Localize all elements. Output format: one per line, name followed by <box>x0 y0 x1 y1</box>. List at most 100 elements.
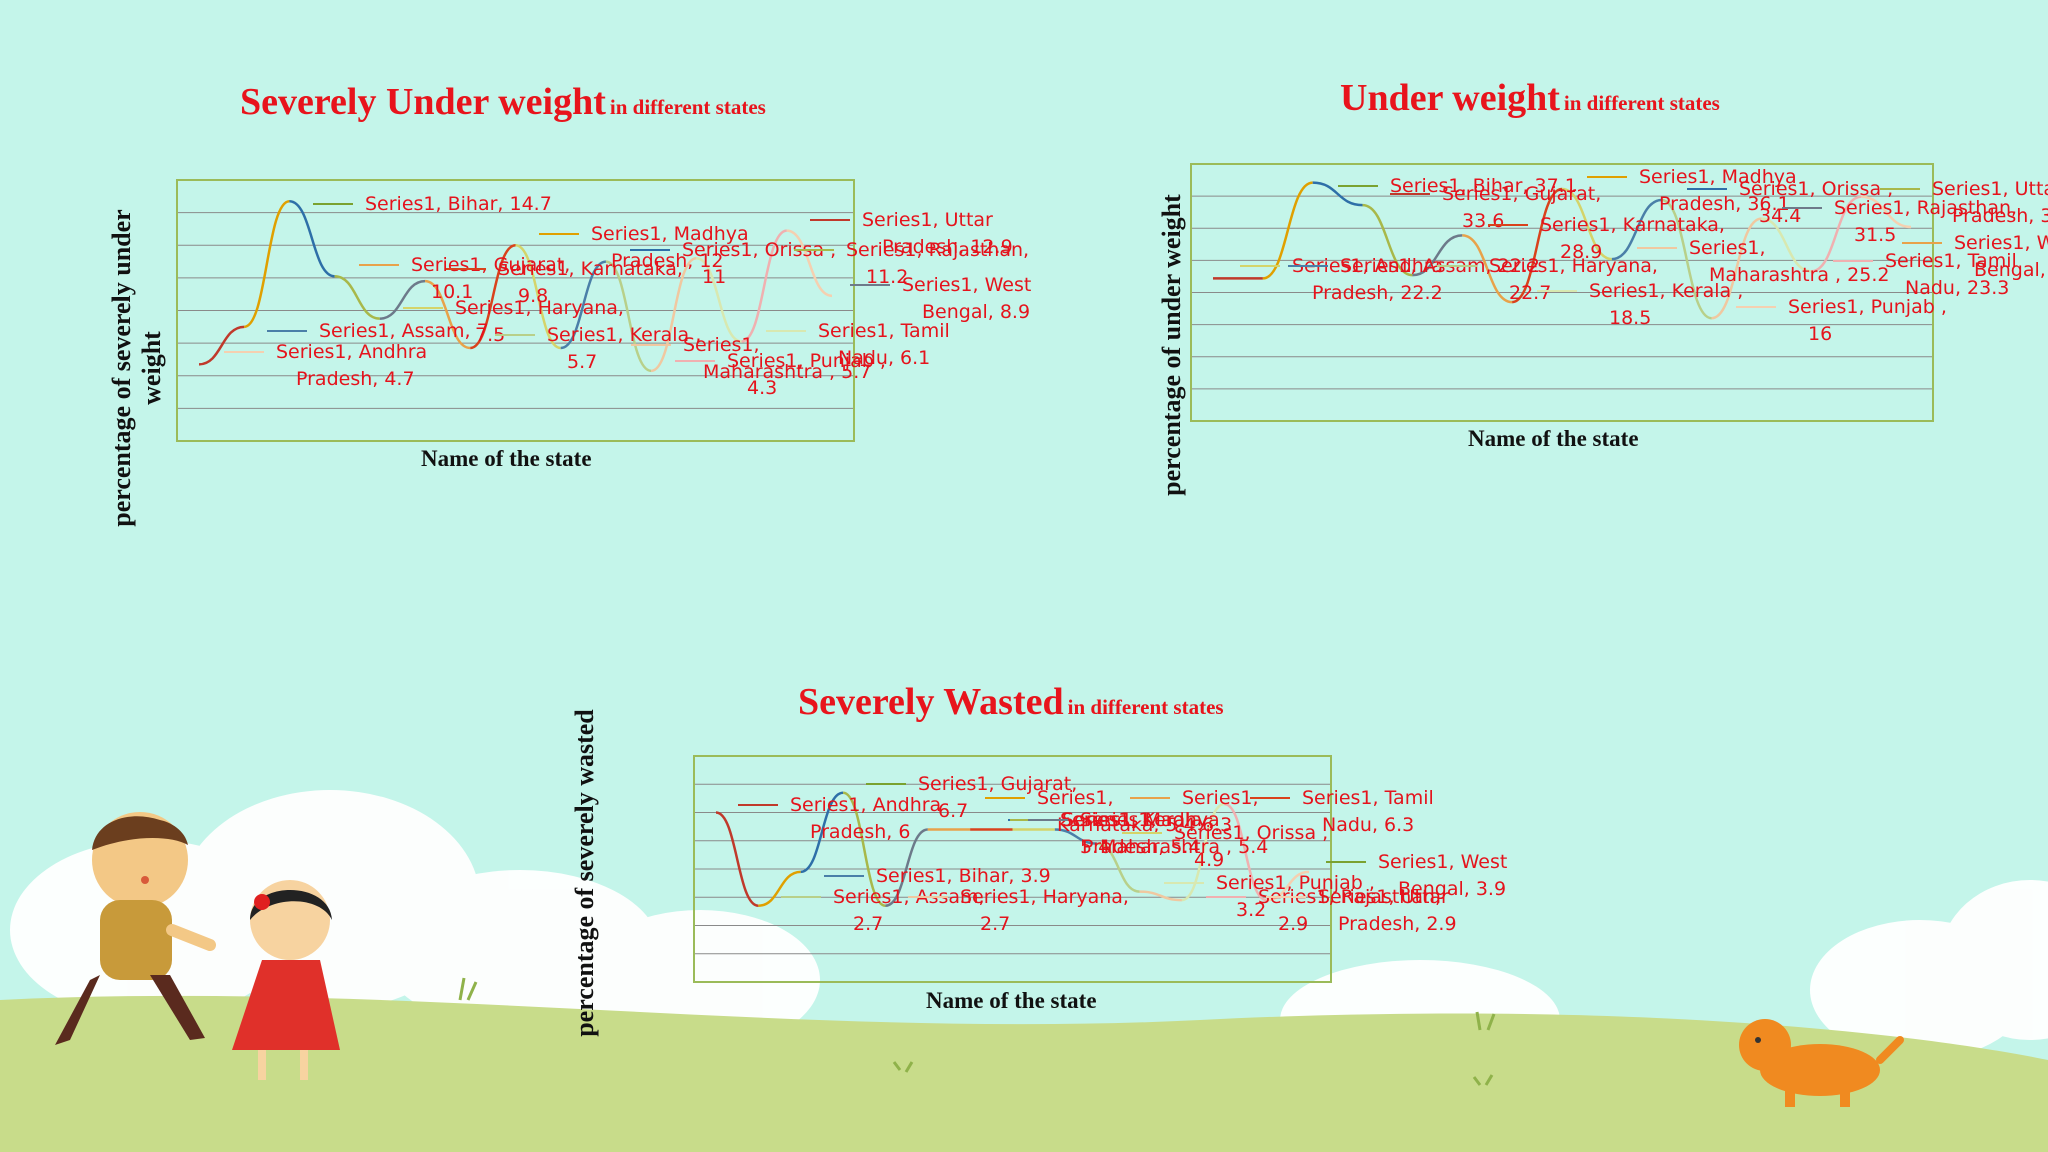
chart2-data-label-line: Bengal, 30.2 <box>1974 259 2048 281</box>
chart1-data-label-line: Nadu, 6.1 <box>838 347 930 369</box>
chart2-data-label-line: Series1, Bihar, 37.1 <box>1390 175 1577 197</box>
chart1-series-segment <box>289 199 335 278</box>
chart3-series-segment <box>1223 802 1268 902</box>
chart2-data-label-line: Series1, <box>1689 237 1766 259</box>
chart1-data-label-line: Series1, Haryana, <box>455 297 624 319</box>
chart2-data-label-line: Series1, Kerala , <box>1589 280 1743 302</box>
chart2-data-label: Series1, Punjab , 16 <box>1788 296 1947 345</box>
chart1-data-label-line: Series1, Karnataka, <box>498 258 683 280</box>
chart2-data-label-line: Pradesh, 34.9 <box>1952 205 2048 227</box>
chart2-data-label-line: 22.7 <box>1509 282 1551 304</box>
chart3-data-label-line: 2.9 <box>1278 913 1308 935</box>
chart1-series-segment <box>379 279 426 320</box>
chart2-series-segment <box>1661 198 1712 320</box>
chart3-data-label: Series1, West Bengal, 3.9 <box>1378 851 1507 900</box>
chart1-data-label-line: Pradesh, 4.7 <box>296 368 415 390</box>
chart1-title: Severely Under weight in different state… <box>240 80 766 124</box>
chart1-data-label: Series1, Uttar Pradesh, 12.9 <box>862 209 1013 258</box>
chart1-data-label: Series1, Andhra Pradesh, 4.7 <box>276 341 427 390</box>
chart1-x-axis-label: Name of the state <box>421 446 592 471</box>
chart2-data-label-line: Nadu, 23.3 <box>1905 277 2009 299</box>
chart1-data-label-line: Series1, Andhra <box>276 341 427 363</box>
chart2-data-label: Series1, Andhra Pradesh, 22.2 <box>1292 255 1443 304</box>
chart1-data-label: Series1, Punjab , 4.3 <box>727 350 886 399</box>
chart3-data-label-line: Series1, Tamil <box>1302 787 1434 809</box>
chart1-data-label-line: Pradesh, 12 <box>611 250 724 272</box>
chart1-data-label-line: Series1, Punjab , <box>727 350 886 372</box>
chart1-data-label: Series1, Tamil Nadu, 6.1 <box>818 320 950 369</box>
chart3-series-segment <box>758 870 801 907</box>
chart3-x-axis-label: Name of the state <box>926 988 1097 1013</box>
chart2-data-label: Series1, Karnataka, 28.9 <box>1540 214 1725 263</box>
chart1-data-label-line: Series1, West <box>902 274 1031 296</box>
chart1-title-main: Severely Under weight <box>240 81 606 123</box>
chart3-title-sub: in different states <box>1067 695 1224 719</box>
chart2-data-label-line: Series1, Orissa , <box>1739 178 1893 200</box>
chart1-series-segment <box>605 260 652 373</box>
chart3-data-label: Series1, Haryana, 2.7 <box>960 886 1129 935</box>
chart2-data-label-line: Series1, Punjab , <box>1788 296 1947 318</box>
chart1-data-label: Series1, Gujarat, 10.1 <box>411 254 570 303</box>
chart1-data-label-line: Series1, <box>683 334 760 356</box>
chart2-data-label: Series1, Rajasthan, 31.5 <box>1834 197 2017 246</box>
chart3-data-label-line: Bengal, 3.9 <box>1398 878 1506 900</box>
chart3-data-label-line: Pradesh, 2.9 <box>1338 913 1457 935</box>
chart3-title: Severely Wasted in different states <box>798 680 1224 724</box>
chart1-data-label: Series1, West Bengal, 8.9 <box>902 274 1031 323</box>
chart2-data-label-line: Series1, West <box>1954 232 2048 254</box>
chart3-data-label: Series1, 6.3 <box>1182 787 1259 836</box>
chart2-title-main: Under weight <box>1340 77 1560 119</box>
chart3-data-label-line: Series1, West <box>1378 851 1507 873</box>
chart1-data-label: Series1, Karnataka, 9.8 <box>498 258 683 307</box>
chart1-plot-area <box>176 179 855 442</box>
chart2-plot-area <box>1190 163 1934 422</box>
chart1-data-label-line: Series1, Assam, 7 <box>319 320 489 342</box>
chart2-data-label-line: Series1, Haryana, <box>1489 255 1658 277</box>
chart3-plot-area <box>693 755 1332 983</box>
chart3-series-segment <box>1181 802 1225 902</box>
chart3-data-label-line: Series1, Punjab , <box>1216 872 1375 894</box>
chart2-data-label: Series1, Madhya Pradesh, 36.1 <box>1639 166 1797 215</box>
chart2-data-label-line: Pradesh, 36.1 <box>1659 193 1790 215</box>
chart1-data-label-line: Series1, Rajasthan, <box>846 239 1029 261</box>
chart3-series-segment <box>715 811 759 907</box>
chart2-data-label: Series1, West Bengal, 30.2 <box>1954 232 2048 281</box>
chart1-data-label: Series1, Rajasthan, 11.2 <box>846 239 1029 288</box>
chart1-data-label-line: 4.3 <box>747 377 777 399</box>
chart1-data-label-line: Series1, Tamil <box>818 320 950 342</box>
chart2-series-segment <box>1561 187 1613 261</box>
chart1-data-label-line: Series1, Orissa , <box>682 239 836 261</box>
chart3-data-label-line: Series1, <box>1037 787 1114 809</box>
chart1-series-segment <box>696 257 742 343</box>
chart3-data-label-line: Nadu, 6.3 <box>1322 814 1414 836</box>
chart3-data-label-line: Series1, Bihar, 3.9 <box>876 865 1051 887</box>
chart3-data-label-line: Series1, Andhra <box>790 794 941 816</box>
chart3-data-label-line: Pradesh, 5.4 <box>1082 836 1201 858</box>
chart3-data-label-line: Series1, Orissa , <box>1174 822 1328 844</box>
chart3-data-label: Series1, Orissa , 4.9 <box>1174 822 1328 871</box>
chart2-data-label-line: 31.5 <box>1854 224 1896 246</box>
chart3-data-label-line: 3.2 <box>1236 899 1266 921</box>
chart3-data-label-line: Series1, Haryana, <box>960 886 1129 908</box>
chart2-data-label: Series1, Orissa , 34.4 <box>1739 178 1893 227</box>
chart1-data-label-line: 9.8 <box>518 285 548 307</box>
chart2-series-segment <box>1861 195 1912 229</box>
chart1-title-sub: in different states <box>609 95 766 119</box>
chart2-data-label: Series1, Kerala , 18.5 <box>1589 280 1743 329</box>
chart2-data-label-line: Series1, Madhya <box>1639 166 1797 188</box>
chart1-data-label-line: 11 <box>702 266 726 288</box>
chart3-series-segment <box>885 828 929 907</box>
chart2-data-label-line: Series1, Karnataka, <box>1540 214 1725 236</box>
chart1-series-segment <box>243 199 290 329</box>
chart3-data-label: Series1, Kerala , 5.4 <box>1060 809 1214 858</box>
chart3-data-label-line: Karnataka, 5.4 <box>1057 814 1196 836</box>
chart2-data-label-line: 28.9 <box>1560 241 1602 263</box>
chart2-data-label-line: Series1, Tamil <box>1885 250 2017 272</box>
chart1-series-segment <box>741 229 788 343</box>
boy-illustration <box>55 812 216 1045</box>
chart1-series-segment <box>560 260 607 350</box>
chart3-series-segment <box>1266 870 1310 902</box>
